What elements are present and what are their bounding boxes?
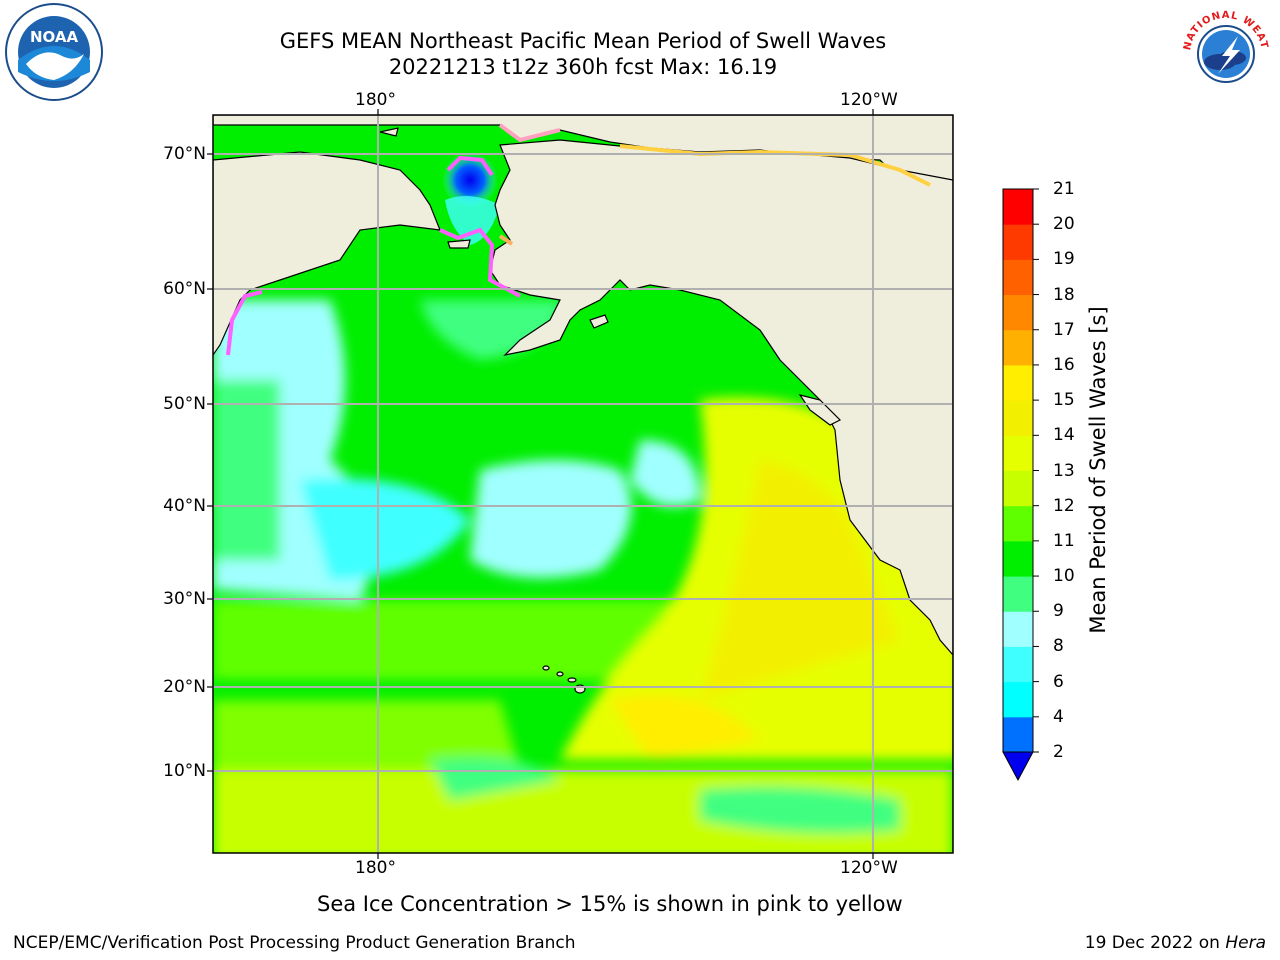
colorbar-tick-label: 15 (1053, 390, 1075, 411)
colorbar-tick-label: 13 (1053, 460, 1075, 481)
colorbar-segment (1003, 611, 1033, 647)
colorbar-segment (1003, 540, 1033, 577)
colorbar-segment (1003, 294, 1033, 331)
colorbar-segment (1003, 646, 1033, 683)
lat-label-60n: 60°N (163, 279, 206, 299)
map-frame (212, 114, 954, 854)
colorbar (1002, 188, 1039, 782)
colorbar-segment (1003, 681, 1033, 718)
colorbar-segment (1003, 716, 1033, 753)
map-area (213, 115, 953, 853)
colorbar-tick-label: 20 (1053, 214, 1075, 235)
colorbar-tick-label: 16 (1053, 354, 1075, 375)
lat-label-50n: 50°N (163, 394, 206, 414)
axis-ticks (207, 109, 874, 859)
footer-date-text: 19 Dec 2022 on (1084, 933, 1226, 953)
noaa-logo: NOAA (5, 3, 103, 101)
lat-label-30n: 30°N (163, 589, 206, 609)
lon-label-top-180: 180° (355, 90, 396, 110)
colorbar-segment (1003, 505, 1033, 542)
lon-label-top-120w: 120°W (840, 90, 898, 110)
colorbar-tick-label: 19 (1053, 249, 1075, 270)
footer-host: Hera (1225, 933, 1266, 953)
sea-ice-note: Sea Ice Concentration > 15% is shown in … (317, 892, 903, 916)
colorbar-tick-label: 10 (1053, 566, 1075, 587)
svg-text:NOAA: NOAA (30, 28, 79, 46)
footer-credit: NCEP/EMC/Verification Post Processing Pr… (13, 933, 576, 953)
chart-subtitle: 20221213 t12z 360h fcst Max: 16.19 (388, 55, 778, 79)
colorbar-tick-label: 2 (1053, 742, 1064, 762)
nws-logo: NATIONAL WEATHER SERVICE (1176, 2, 1272, 100)
colorbar-tick-label: 14 (1053, 425, 1075, 446)
colorbar-segment (1003, 189, 1033, 225)
colorbar-title: Mean Period of Swell Waves [s] (1086, 306, 1110, 634)
colorbar-tick-label: 8 (1053, 636, 1064, 657)
colorbar-segment (1003, 364, 1033, 401)
colorbar-tick-label: 4 (1053, 706, 1064, 727)
lat-label-10n: 10°N (163, 761, 206, 781)
colorbar-segment (1003, 224, 1033, 260)
colorbar-segment (1003, 329, 1033, 366)
graticule (213, 115, 953, 853)
lon-label-bottom-120w: 120°W (840, 858, 898, 878)
colorbar-under-arrow (1002, 751, 1034, 782)
lat-label-40n: 40°N (163, 496, 206, 516)
colorbar-segment (1003, 400, 1033, 436)
lat-label-20n: 20°N (163, 677, 206, 697)
colorbar-tick-label: 12 (1053, 495, 1075, 516)
colorbar-tick-label: 11 (1053, 530, 1075, 551)
colorbar-tick-label: 21 (1053, 179, 1075, 199)
colorbar-tick-label: 17 (1053, 319, 1075, 340)
chart-title: GEFS MEAN Northeast Pacific Mean Period … (279, 29, 887, 53)
colorbar-segment (1003, 576, 1033, 612)
colorbar-tick-label: 9 (1053, 601, 1064, 622)
colorbar-segment (1003, 470, 1033, 507)
lat-label-70n: 70°N (163, 144, 206, 164)
colorbar-tick-label: 6 (1053, 671, 1064, 692)
colorbar-tick-label: 18 (1053, 284, 1075, 305)
colorbar-segment (1003, 435, 1033, 471)
colorbar-segment (1003, 259, 1033, 296)
lon-label-bottom-180: 180° (355, 858, 396, 878)
footer-date: 19 Dec 2022 on Hera (1085, 932, 1266, 954)
